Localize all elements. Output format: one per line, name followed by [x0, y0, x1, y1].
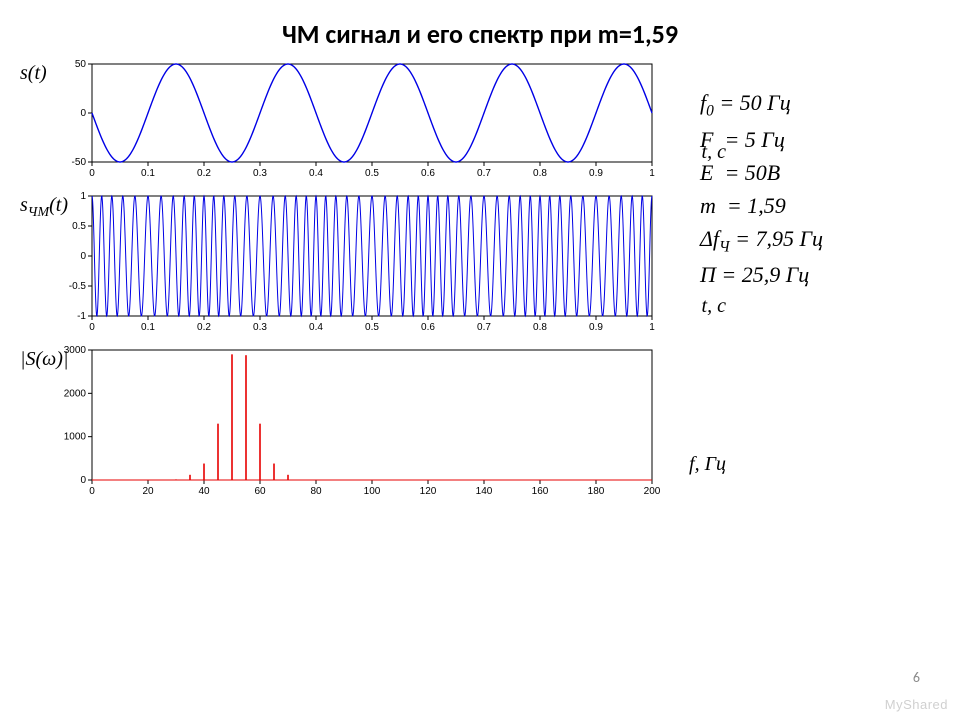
svg-text:0.4: 0.4 — [309, 168, 323, 179]
svg-text:0: 0 — [89, 486, 95, 497]
svg-text:0: 0 — [80, 475, 86, 486]
param-E-val: = 50В — [724, 160, 780, 185]
param-dfch: ΔfЧ = 7,95 Гц — [700, 222, 940, 259]
page-title: ЧМ сигнал и его спектр при m=1,59 — [0, 0, 960, 56]
svg-text:0.5: 0.5 — [72, 221, 86, 232]
svg-text:200: 200 — [644, 486, 661, 497]
svg-text:0.2: 0.2 — [197, 322, 211, 333]
svg-text:0.2: 0.2 — [197, 168, 211, 179]
param-dfch-val: = 7,95 Гц — [735, 226, 823, 251]
svg-text:0.9: 0.9 — [589, 168, 603, 179]
svg-text:1: 1 — [649, 322, 655, 333]
chart-2-xlabel: t, с — [702, 295, 726, 318]
chart-2-ylabel: sЧМ(t) — [20, 194, 84, 221]
chart-1-block: s(t) 00.10.20.30.40.50.60.70.80.91-50050… — [20, 56, 690, 182]
svg-text:80: 80 — [310, 486, 322, 497]
svg-text:1: 1 — [649, 168, 655, 179]
params-column: f0 = 50 Гц F = 5 Гц E = 50В m = 1,59 ΔfЧ… — [690, 56, 940, 291]
svg-text:20: 20 — [142, 486, 154, 497]
chart-3-block: |S(ω)| 020406080100120140160180200010002… — [20, 342, 690, 504]
chart-2-block: sЧМ(t) 0 0.1 0.2 0.3 0.4 0.5 0.6 0.7 0.8 0.9 1 -1 -0… — [20, 188, 690, 336]
param-m-val: = 1,59 — [727, 193, 786, 218]
chart-1-svg: 00.10.20.30.40.50.60.70.80.91-50050 — [20, 56, 664, 182]
param-F: F = 5 Гц — [700, 123, 940, 156]
svg-text:0.7: 0.7 — [477, 322, 491, 333]
svg-text:0.3: 0.3 — [253, 322, 267, 333]
svg-text:160: 160 — [532, 486, 549, 497]
svg-text:-50: -50 — [72, 157, 87, 168]
param-P: П = 25,9 Гц — [700, 258, 940, 291]
svg-text:0: 0 — [89, 168, 95, 179]
svg-text:0.8: 0.8 — [533, 322, 547, 333]
svg-text:2000: 2000 — [64, 388, 87, 399]
svg-text:0: 0 — [89, 322, 95, 333]
svg-text:0.9: 0.9 — [589, 322, 603, 333]
chart-3-svg: 0204060801001201401601802000100020003000 — [20, 342, 664, 504]
svg-text:140: 140 — [476, 486, 493, 497]
param-f0-val: = 50 Гц — [719, 90, 790, 115]
param-F-val: = 5 Гц — [724, 127, 784, 152]
svg-text:0.5: 0.5 — [365, 322, 379, 333]
chart-1-ylabel: s(t) — [20, 62, 84, 85]
svg-text:0.6: 0.6 — [421, 322, 435, 333]
charts-column: s(t) 00.10.20.30.40.50.60.70.80.91-50050… — [20, 56, 690, 510]
svg-text:100: 100 — [364, 486, 381, 497]
svg-text:120: 120 — [420, 486, 437, 497]
svg-text:0.1: 0.1 — [141, 168, 155, 179]
svg-text:0.4: 0.4 — [309, 322, 323, 333]
chart-3-xlabel: f, Гц — [689, 453, 726, 476]
svg-text:-1: -1 — [77, 311, 86, 322]
svg-text:-0.5: -0.5 — [69, 281, 87, 292]
svg-text:0.1: 0.1 — [141, 322, 155, 333]
param-E: E = 50В — [700, 156, 940, 189]
watermark: MyShared — [885, 697, 948, 712]
param-P-val: = 25,9 Гц — [721, 262, 809, 287]
chart-2-svg: 00.10.20.30.40.50.60.70.80.91-1-0.500.51 — [20, 188, 664, 336]
chart-3-ylabel: |S(ω)| — [20, 348, 84, 371]
svg-text:0.3: 0.3 — [253, 168, 267, 179]
svg-text:0: 0 — [80, 251, 86, 262]
svg-text:60: 60 — [254, 486, 266, 497]
param-m: m = 1,59 — [700, 189, 940, 222]
content-row: s(t) 00.10.20.30.40.50.60.70.80.91-50050… — [0, 56, 960, 510]
param-f0: f0 = 50 Гц — [700, 86, 940, 123]
svg-text:0.7: 0.7 — [477, 168, 491, 179]
svg-text:1000: 1000 — [64, 432, 87, 443]
svg-text:40: 40 — [198, 486, 210, 497]
svg-text:180: 180 — [588, 486, 605, 497]
svg-text:0.5: 0.5 — [365, 168, 379, 179]
page-number: 6 — [913, 669, 920, 686]
svg-text:0.6: 0.6 — [421, 168, 435, 179]
chart-1-xlabel: t, с — [702, 141, 726, 164]
svg-text:0.8: 0.8 — [533, 168, 547, 179]
svg-text:0: 0 — [80, 108, 86, 119]
